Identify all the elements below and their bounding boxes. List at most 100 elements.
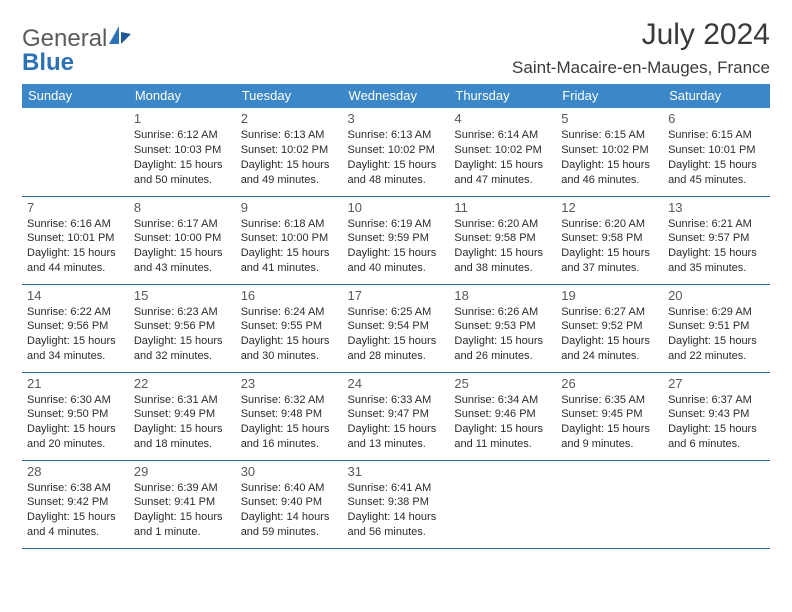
sunset-line: Sunset: 10:02 PM <box>561 143 658 158</box>
sunrise-line: Sunrise: 6:22 AM <box>27 305 124 320</box>
daylight-line: Daylight: 15 hours and 13 minutes. <box>348 422 445 452</box>
daylight-line: Daylight: 15 hours and 4 minutes. <box>27 510 124 540</box>
calendar-cell: 21Sunrise: 6:30 AMSunset: 9:50 PMDayligh… <box>22 372 129 460</box>
sunset-line: Sunset: 9:59 PM <box>348 231 445 246</box>
sunrise-line: Sunrise: 6:16 AM <box>27 217 124 232</box>
calendar-cell: 23Sunrise: 6:32 AMSunset: 9:48 PMDayligh… <box>236 372 343 460</box>
calendar-cell: 1Sunrise: 6:12 AMSunset: 10:03 PMDayligh… <box>129 108 236 196</box>
daylight-line: Daylight: 15 hours and 37 minutes. <box>561 246 658 276</box>
daylight-line: Daylight: 15 hours and 9 minutes. <box>561 422 658 452</box>
calendar-row: 21Sunrise: 6:30 AMSunset: 9:50 PMDayligh… <box>22 372 770 460</box>
sunrise-line: Sunrise: 6:18 AM <box>241 217 338 232</box>
daylight-line: Daylight: 15 hours and 45 minutes. <box>668 158 765 188</box>
sunrise-line: Sunrise: 6:17 AM <box>134 217 231 232</box>
calendar-cell: 24Sunrise: 6:33 AMSunset: 9:47 PMDayligh… <box>343 372 450 460</box>
daylight-line: Daylight: 15 hours and 6 minutes. <box>668 422 765 452</box>
sunset-line: Sunset: 9:50 PM <box>27 407 124 422</box>
header: General Blue July 2024 Saint-Macaire-en-… <box>22 18 770 78</box>
day-number: 15 <box>134 288 231 303</box>
sunset-line: Sunset: 9:45 PM <box>561 407 658 422</box>
calendar-cell: 30Sunrise: 6:40 AMSunset: 9:40 PMDayligh… <box>236 460 343 548</box>
day-number: 13 <box>668 200 765 215</box>
day-number: 8 <box>134 200 231 215</box>
sunset-line: Sunset: 9:56 PM <box>134 319 231 334</box>
sunrise-line: Sunrise: 6:24 AM <box>241 305 338 320</box>
day-number: 20 <box>668 288 765 303</box>
sunset-line: Sunset: 9:51 PM <box>668 319 765 334</box>
day-header: Thursday <box>449 84 556 108</box>
sunrise-line: Sunrise: 6:23 AM <box>134 305 231 320</box>
day-number: 25 <box>454 376 551 391</box>
day-header: Sunday <box>22 84 129 108</box>
calendar-cell: 27Sunrise: 6:37 AMSunset: 9:43 PMDayligh… <box>663 372 770 460</box>
sunset-line: Sunset: 10:01 PM <box>27 231 124 246</box>
daylight-line: Daylight: 15 hours and 30 minutes. <box>241 334 338 364</box>
sunrise-line: Sunrise: 6:27 AM <box>561 305 658 320</box>
calendar-row: 7 Sunrise: 6:16 AMSunset: 10:01 PM Dayligh… <box>22 196 770 284</box>
day-number: 1 <box>134 111 231 126</box>
calendar-row: 14Sunrise: 6:22 AMSunset: 9:56 PMDayligh… <box>22 284 770 372</box>
calendar-cell: 4Sunrise: 6:14 AMSunset: 10:02 PMDayligh… <box>449 108 556 196</box>
sunrise-line: Sunrise: 6:15 AM <box>668 128 765 143</box>
sunset-line: Sunset: 10:00 PM <box>241 231 338 246</box>
day-number: 31 <box>348 464 445 479</box>
daylight-line: Daylight: 15 hours and 18 minutes. <box>134 422 231 452</box>
calendar-head: SundayMondayTuesdayWednesdayThursdayFrid… <box>22 84 770 108</box>
calendar-cell: 11Sunrise: 6:20 AMSunset: 9:58 PMDayligh… <box>449 196 556 284</box>
day-header: Tuesday <box>236 84 343 108</box>
sunrise-line: Sunrise: 6:20 AM <box>561 217 658 232</box>
daylight-line: Daylight: 15 hours and 46 minutes. <box>561 158 658 188</box>
calendar-cell: 6Sunrise: 6:15 AMSunset: 10:01 PMDayligh… <box>663 108 770 196</box>
sunrise-line: Sunrise: 6:34 AM <box>454 393 551 408</box>
sunrise-line: Sunrise: 6:14 AM <box>454 128 551 143</box>
sunrise-line: Sunrise: 6:20 AM <box>454 217 551 232</box>
sunrise-line: Sunrise: 6:35 AM <box>561 393 658 408</box>
daylight-line: Daylight: 15 hours and 20 minutes. <box>27 422 124 452</box>
sunset-line: Sunset: 9:55 PM <box>241 319 338 334</box>
calendar-cell <box>663 460 770 548</box>
daylight-line: Daylight: 15 hours and 38 minutes. <box>454 246 551 276</box>
sunset-line: Sunset: 9:52 PM <box>561 319 658 334</box>
sunrise-line: Sunrise: 6:32 AM <box>241 393 338 408</box>
daylight-line: Daylight: 15 hours and 50 minutes. <box>134 158 231 188</box>
calendar-cell: 20 Sunrise: 6:29 AMSunset: 9:51 PMDayligh… <box>663 284 770 372</box>
calendar-cell: 13Sunrise: 6:21 AMSunset: 9:57 PMDayligh… <box>663 196 770 284</box>
sunrise-line: Sunrise: 6:21 AM <box>668 217 765 232</box>
calendar-cell: 5Sunrise: 6:15 AMSunset: 10:02 PMDayligh… <box>556 108 663 196</box>
calendar-cell: 18Sunrise: 6:26 AMSunset: 9:53 PMDayligh… <box>449 284 556 372</box>
day-number: 2 <box>241 111 338 126</box>
calendar-cell <box>22 108 129 196</box>
day-number: 16 <box>241 288 338 303</box>
sunset-line: Sunset: 10:02 PM <box>241 143 338 158</box>
calendar-cell <box>556 460 663 548</box>
sunrise-line: Sunrise: 6:29 AM <box>668 305 765 320</box>
daylight-line: Daylight: 15 hours and 43 minutes. <box>134 246 231 276</box>
sunset-line: Sunset: 10:01 PM <box>668 143 765 158</box>
sunrise-line: Sunrise: 6:13 AM <box>348 128 445 143</box>
calendar-cell: 2Sunrise: 6:13 AMSunset: 10:02 PMDayligh… <box>236 108 343 196</box>
calendar-cell: 26Sunrise: 6:35 AMSunset: 9:45 PMDayligh… <box>556 372 663 460</box>
location-text: Saint-Macaire-en-Mauges, France <box>512 58 770 78</box>
day-number: 21 <box>27 376 124 391</box>
sunset-line: Sunset: 9:53 PM <box>454 319 551 334</box>
calendar-cell: 12Sunrise: 6:20 AMSunset: 9:58 PMDayligh… <box>556 196 663 284</box>
day-header: Saturday <box>663 84 770 108</box>
day-number: 10 <box>348 200 445 215</box>
day-number: 19 <box>561 288 658 303</box>
day-number: 22 <box>134 376 231 391</box>
calendar-cell: 10Sunrise: 6:19 AMSunset: 9:59 PMDayligh… <box>343 196 450 284</box>
calendar-cell: 15 Sunrise: 6:23 AMSunset: 9:56 PMDayligh… <box>129 284 236 372</box>
sunset-line: Sunset: 9:57 PM <box>668 231 765 246</box>
daylight-line: Daylight: 15 hours and 49 minutes. <box>241 158 338 188</box>
calendar-cell: 14Sunrise: 6:22 AMSunset: 9:56 PMDayligh… <box>22 284 129 372</box>
calendar-cell: 9Sunrise: 6:18 AMSunset: 10:00 PMDayligh… <box>236 196 343 284</box>
day-number: 7 <box>27 200 124 215</box>
calendar-cell: 31Sunrise: 6:41 AMSunset: 9:38 PMDayligh… <box>343 460 450 548</box>
day-number: 18 <box>454 288 551 303</box>
daylight-line: Daylight: 15 hours and 22 minutes. <box>668 334 765 364</box>
day-number: 28 <box>27 464 124 479</box>
title-block: July 2024 Saint-Macaire-en-Mauges, Franc… <box>512 18 770 78</box>
calendar-cell: 17Sunrise: 6:25 AMSunset: 9:54 PMDayligh… <box>343 284 450 372</box>
daylight-line: Daylight: 15 hours and 32 minutes. <box>134 334 231 364</box>
daylight-line: Daylight: 15 hours and 48 minutes. <box>348 158 445 188</box>
